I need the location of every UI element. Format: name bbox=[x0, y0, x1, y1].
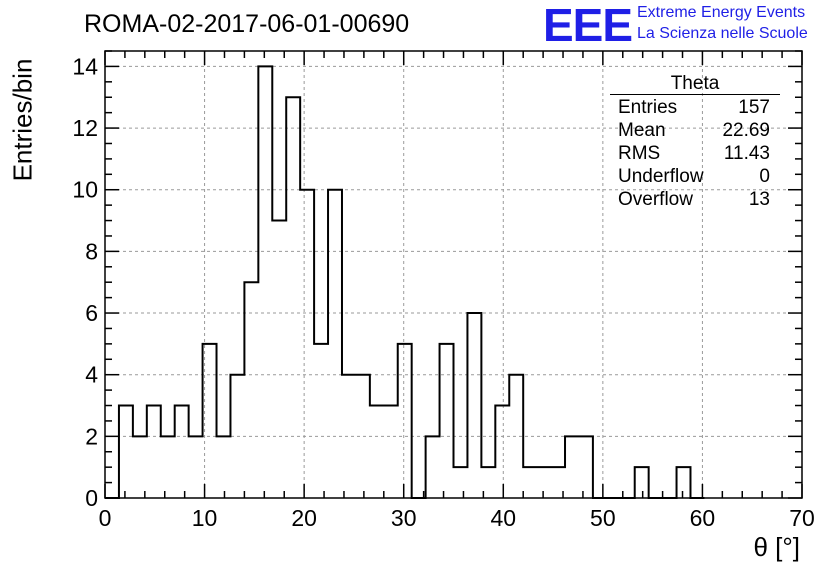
logo-line-2: La Scienza nelle Scuole bbox=[637, 25, 808, 42]
histogram-bin bbox=[147, 406, 161, 498]
histogram-bin bbox=[161, 436, 175, 498]
histogram-bin bbox=[370, 406, 384, 498]
histogram-bin bbox=[495, 406, 509, 498]
histogram-bin bbox=[217, 436, 231, 498]
y-axis-label-box: Entries/bin bbox=[8, 50, 38, 190]
stats-label: Entries bbox=[618, 97, 678, 118]
histogram-bin bbox=[579, 436, 593, 498]
histogram-bin bbox=[440, 344, 454, 498]
histogram-bin bbox=[314, 344, 328, 498]
stats-row-rms: RMS 11.43 bbox=[610, 142, 780, 165]
histogram-bin bbox=[272, 221, 286, 498]
y-tick-label: 14 bbox=[72, 53, 98, 79]
x-tick-label: 0 bbox=[99, 505, 112, 531]
histogram-bin bbox=[133, 436, 147, 498]
histogram-bin bbox=[175, 406, 189, 498]
y-tick-label: 12 bbox=[72, 115, 98, 141]
histogram-outline bbox=[105, 65, 705, 499]
histogram-bin bbox=[300, 190, 314, 498]
histogram-bin bbox=[342, 375, 356, 498]
stats-label: Mean bbox=[618, 120, 666, 141]
x-tick-label: 50 bbox=[590, 505, 616, 531]
stats-label: Underflow bbox=[618, 166, 704, 187]
x-tick-label: 40 bbox=[490, 505, 516, 531]
eee-logo: EEE bbox=[543, 0, 633, 51]
histogram-bin bbox=[467, 313, 481, 498]
stats-label: Overflow bbox=[618, 189, 693, 210]
x-tick-label: 10 bbox=[192, 505, 218, 531]
x-tick-label: 20 bbox=[291, 505, 317, 531]
stats-row-underflow: Underflow 0 bbox=[610, 165, 780, 188]
histogram-bin bbox=[635, 467, 649, 498]
histogram-bin bbox=[356, 375, 370, 498]
stats-value: 13 bbox=[748, 189, 770, 210]
histogram-bin bbox=[328, 190, 342, 498]
y-tick-label: 8 bbox=[85, 238, 98, 264]
logo-line-1: Extreme Energy Events bbox=[637, 4, 806, 21]
histogram-bin bbox=[244, 282, 258, 498]
y-tick-label: 10 bbox=[72, 177, 98, 203]
histogram-bin bbox=[509, 375, 523, 498]
stats-box: Theta Entries 157 Mean 22.69 RMS 11.43 Unde… bbox=[610, 74, 780, 211]
stats-value: 22.69 bbox=[722, 120, 770, 141]
stats-value: 0 bbox=[759, 166, 770, 187]
histogram-bin bbox=[119, 406, 133, 498]
histogram-bin bbox=[258, 66, 272, 498]
stats-value: 11.43 bbox=[723, 143, 770, 164]
histogram-bin bbox=[398, 344, 412, 498]
histogram-bin bbox=[565, 436, 579, 498]
histogram-bin bbox=[189, 436, 203, 498]
histogram-bin bbox=[384, 406, 398, 498]
stats-value: 157 bbox=[738, 97, 770, 118]
histogram-bin bbox=[286, 97, 300, 498]
y-tick-label: 0 bbox=[85, 485, 98, 511]
stats-row-overflow: Overflow 13 bbox=[610, 188, 780, 211]
histogram-bin bbox=[537, 467, 551, 498]
x-tick-label: 30 bbox=[391, 505, 417, 531]
y-axis-label: Entries/bin bbox=[7, 58, 38, 182]
x-axis-label: θ [°] bbox=[753, 532, 800, 562]
x-tick-label: 60 bbox=[690, 505, 716, 531]
stats-row-entries: Entries 157 bbox=[610, 96, 780, 119]
stats-title: Theta bbox=[610, 74, 780, 95]
histogram-bin bbox=[677, 467, 691, 498]
histogram-bin bbox=[230, 375, 244, 498]
stats-label: RMS bbox=[618, 143, 661, 164]
histogram-bin bbox=[523, 467, 537, 498]
stats-row-mean: Mean 22.69 bbox=[610, 119, 780, 142]
y-tick-label: 2 bbox=[85, 423, 98, 449]
histogram-bin bbox=[454, 467, 468, 498]
chart-title: ROMA-02-2017-06-01-00690 bbox=[84, 10, 410, 38]
y-tick-label: 6 bbox=[85, 300, 98, 326]
x-tick-label: 70 bbox=[789, 505, 815, 531]
histogram-bin bbox=[203, 344, 217, 498]
histogram-bin bbox=[426, 436, 440, 498]
y-tick-label: 4 bbox=[85, 362, 98, 388]
plot-frame bbox=[104, 50, 803, 499]
